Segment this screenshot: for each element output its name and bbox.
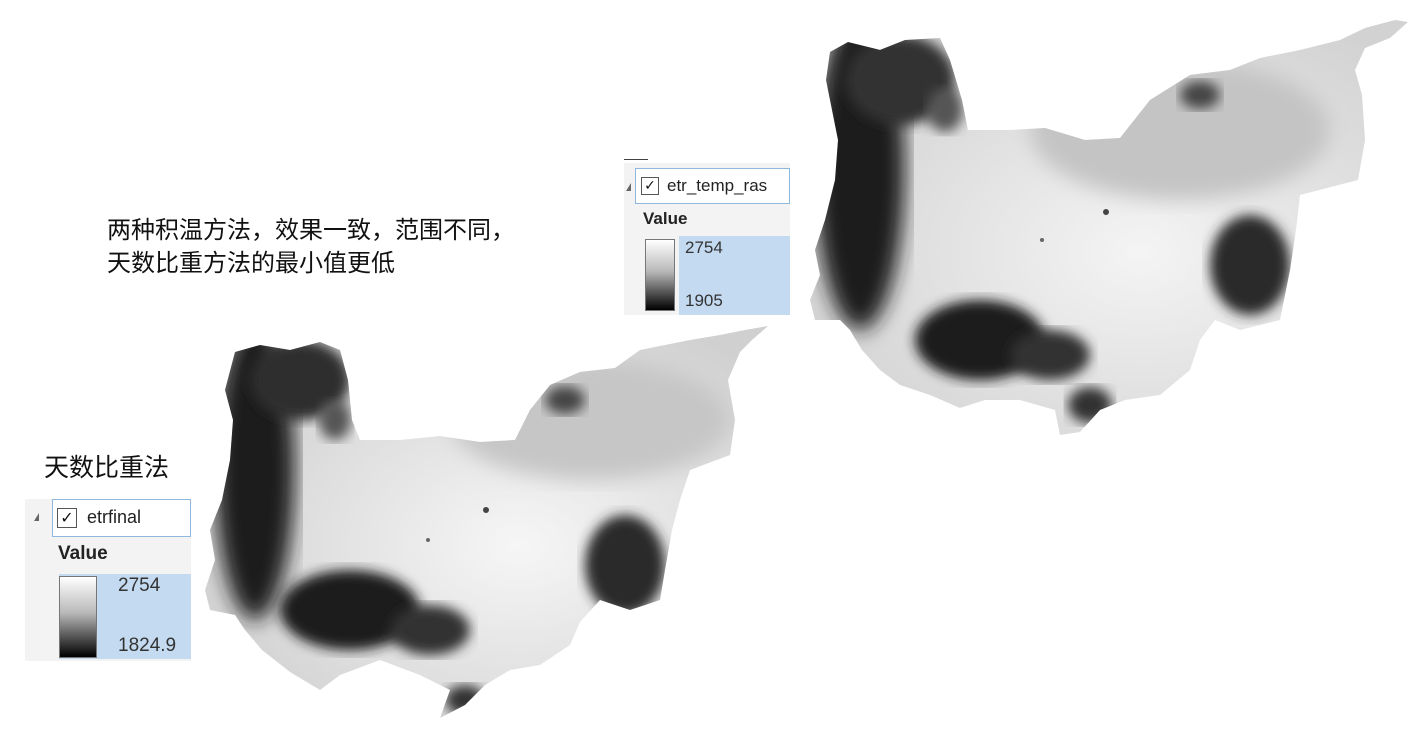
comparison-note: 两种积温方法，效果一致，范围不同， 天数比重方法的最小值更低: [107, 214, 627, 280]
legend-max-value: 2754: [685, 238, 723, 257]
color-ramp: [645, 239, 675, 311]
legend-panel-top: ✓ etr_temp_ras Value 2754 1905: [624, 163, 790, 315]
layer-row-etrfinal[interactable]: ✓ etrfinal: [52, 499, 191, 537]
method-label: 天数比重法: [44, 453, 170, 482]
value-heading: Value: [58, 543, 108, 564]
expand-triangle-icon[interactable]: [34, 513, 39, 521]
legend-min-value: 1905: [685, 291, 723, 310]
comparison-note-line2: 天数比重方法的最小值更低: [107, 249, 395, 277]
expand-triangle-icon[interactable]: [626, 183, 631, 191]
toc-separator: [624, 159, 648, 160]
comparison-note-line1: 两种积温方法，效果一致，范围不同，: [107, 216, 515, 244]
value-heading: Value: [643, 209, 688, 228]
legend-min-value: 1824.9: [118, 635, 177, 656]
check-icon[interactable]: ✓: [57, 508, 77, 528]
layer-name: etr_temp_ras: [667, 176, 768, 195]
layer-row-etr-temp-ras[interactable]: ✓ etr_temp_ras: [635, 168, 790, 204]
check-icon[interactable]: ✓: [641, 177, 659, 195]
color-ramp: [59, 576, 97, 658]
value-labels-highlight: [679, 236, 790, 315]
legend-max-value: 2754: [118, 575, 161, 596]
legend-panel-bottom: ✓ etrfinal Value 2754 1824.9: [25, 499, 191, 661]
layer-name: etrfinal: [87, 507, 142, 527]
